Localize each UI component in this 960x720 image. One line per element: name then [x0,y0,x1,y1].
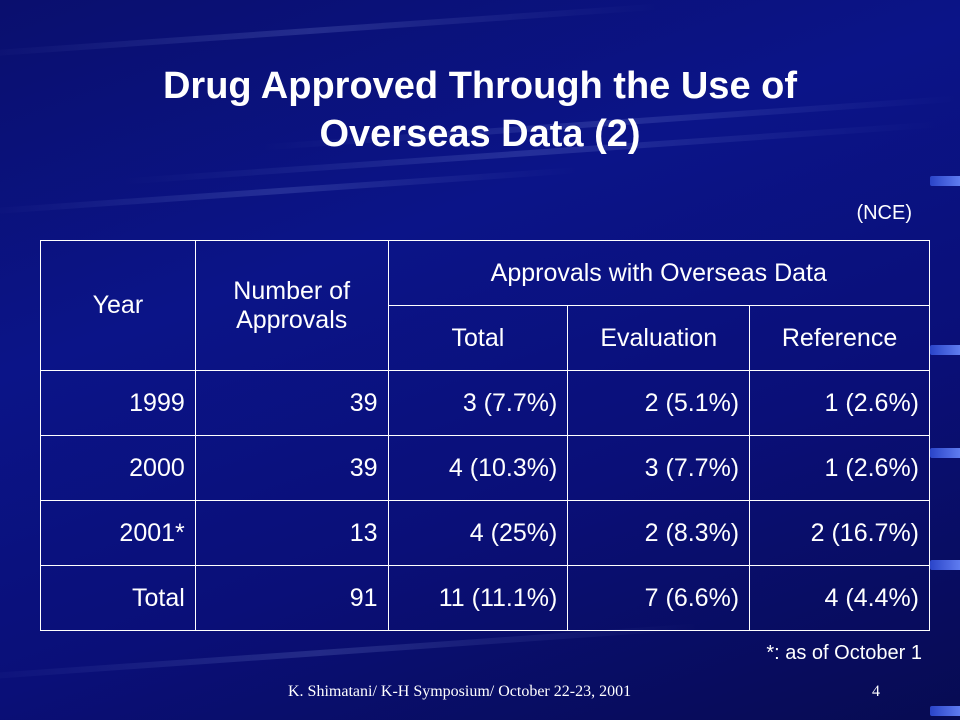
cell-evaluation: 2 (8.3%) [567,500,751,566]
cell-evaluation: 3 (7.7%) [567,435,751,501]
cell-approvals: 39 [194,435,389,501]
header-total: Total [387,305,569,371]
slide-footer: K. Shimatani/ K-H Symposium/ October 22-… [288,683,632,700]
approvals-table: Year Number of Approvals Approvals with … [40,240,931,631]
cell-reference: 2 (16.7%) [749,500,930,566]
cell-total: 4 (25%) [387,500,569,566]
cell-evaluation: 7 (6.6%) [567,565,751,631]
cell-evaluation: 2 (5.1%) [567,370,751,436]
cell-total: 3 (7.7%) [387,370,569,436]
cell-year: 2001* [40,500,196,566]
table-row: 2000 39 4 (10.3%) 3 (7.7%) 1 (2.6%) [40,435,930,501]
header-number-of-approvals: Number of Approvals [194,240,389,371]
table-row: 1999 39 3 (7.7%) 2 (5.1%) 1 (2.6%) [40,370,930,436]
table-subheader-row: Total Evaluation Reference [41,305,930,371]
page-number: 4 [872,683,880,700]
edge-accent [930,448,960,458]
header-year: Year [40,240,196,371]
cell-reference: 1 (2.6%) [749,370,930,436]
header-reference: Reference [749,305,930,371]
background-streak [0,623,700,683]
edge-accent [930,706,960,716]
cell-total: 11 (11.1%) [387,565,569,631]
cell-approvals: 91 [194,565,389,631]
header-overseas-data: Approvals with Overseas Data [387,240,931,306]
cell-year: Total [40,565,196,631]
cell-approvals: 39 [194,370,389,436]
background-streak [0,167,580,215]
cell-year: 1999 [40,370,196,436]
background-streak [0,3,660,59]
edge-accent [930,560,960,570]
table-header-row: Year Number of Approvals Approvals with … [40,240,931,371]
cell-total: 4 (10.3%) [387,435,569,501]
cell-approvals: 13 [194,500,389,566]
footnote: *: as of October 1 [766,642,922,664]
table-row: 2001* 13 4 (25%) 2 (8.3%) 2 (16.7%) [40,500,930,566]
cell-reference: 1 (2.6%) [749,435,930,501]
table-row: Total 91 11 (11.1%) 7 (6.6%) 4 (4.4%) [40,565,930,631]
unit-note: (NCE) [856,202,912,224]
edge-accent [930,176,960,186]
slide-title: Drug Approved Through the Use of Oversea… [162,65,797,155]
cell-year: 2000 [40,435,196,501]
edge-accent [930,345,960,355]
cell-reference: 4 (4.4%) [749,565,930,631]
header-evaluation: Evaluation [567,305,751,371]
